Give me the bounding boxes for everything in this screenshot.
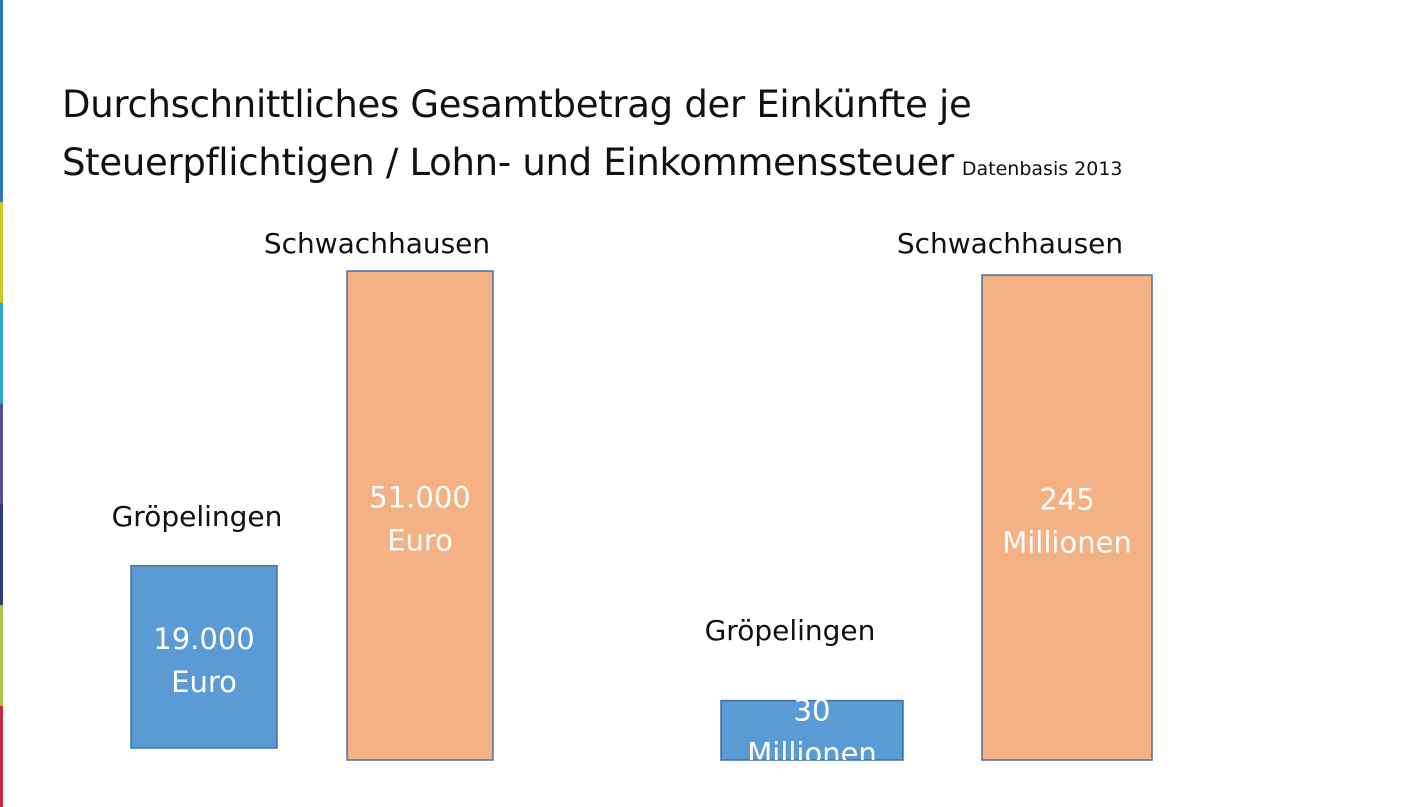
bar-value-label: 245 [1039,483,1094,517]
strip-segment [0,403,3,505]
strip-segment [0,706,3,807]
strip-segment [0,0,3,101]
bar-value-label: Euro [387,524,453,558]
bar-value-label: Millionen [1002,526,1132,560]
bar-1-schwachhausen [346,270,494,761]
strip-segment [0,302,3,404]
category-label: Schwachhausen [264,227,490,260]
chart-title-line-2-text: Steuerpflichtigen / Lohn- und Einkommens… [62,141,954,184]
category-label: Schwachhausen [897,227,1123,260]
bar-value-label: Euro [171,665,237,699]
bar-value-label: Millionen [747,737,877,771]
category-label: Gröpelingen [112,500,283,533]
strip-segment [0,100,3,202]
bar-2-groepelingen [720,699,904,761]
category-label: Gröpelingen [705,614,876,647]
bar-2-schwachhausen [981,274,1153,761]
strip-segment [0,605,3,707]
chart-title-line-1: Durchschnittliches Gesamtbetrag der Eink… [62,83,972,126]
bar-1-groepelingen [130,565,278,749]
left-color-strip [0,0,3,807]
chart-title: Durchschnittliches Gesamtbetrag der Eink… [62,76,1362,198]
chart-subtitle: Datenbasis 2013 [961,158,1123,180]
strip-segment [0,504,3,606]
strip-segment [0,201,3,303]
chart-title-line-2: Steuerpflichtigen / Lohn- und Einkommens… [62,134,1362,198]
bar-value-label: 30 [794,694,831,728]
bar-value-label: 19.000 [153,622,254,656]
bar-value-label: 51.000 [369,481,470,515]
